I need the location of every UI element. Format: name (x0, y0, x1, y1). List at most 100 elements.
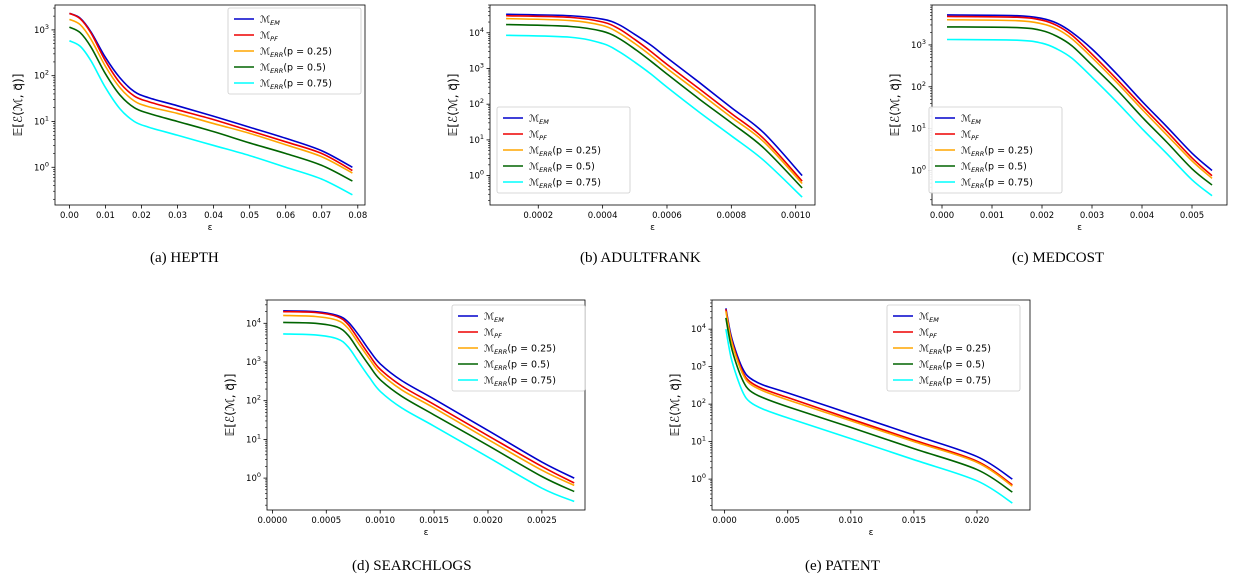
x-tick-label: 0.004 (1130, 211, 1154, 221)
series-line-m-pf (506, 14, 803, 182)
legend-entry: ℳERR(p = 0.5) (961, 162, 1027, 175)
legend-entry: ℳERR(p = 0.25) (484, 344, 556, 357)
series-line-m-err-05 (725, 317, 1013, 493)
chart-panel-searchlogs: 100 101 102 103 104 0.0000 0.0005 0.0010 0.0015 0… (215, 290, 595, 586)
series-line-m-pf (946, 15, 1213, 177)
legend-entry: ℳERR(p = 0.75) (260, 79, 332, 92)
plot-frame (711, 299, 1031, 511)
legend: ℳEM ℳPF ℳERR(p = 0.25) ℳERR(p = 0.5) ℳERR(p … (451, 304, 586, 392)
y-tick-label: 103 (911, 38, 926, 51)
y-tick-label: 101 (911, 122, 926, 135)
legend-entry: ℳERR(p = 0.75) (919, 376, 991, 389)
x-tick-label: 0.06 (276, 211, 295, 221)
x-axis-label: ε (1077, 223, 1082, 233)
x-axis-label: ε (869, 528, 874, 538)
x-tick-label: 0.015 (902, 516, 926, 526)
y-tick-label: 102 (34, 69, 49, 82)
series-line-m-em (725, 308, 1013, 480)
y-tick-label: 104 (246, 316, 261, 329)
chart-svg: 100 101 102 103 104 0.0002 0.0004 0.0006 0.0008 0… (446, 4, 816, 233)
chart-panel-hepth: 100 101 102 103 0.00 0.01 0.02 0.03 0.04 0.05 0.06… (0, 0, 380, 280)
y-tick-label: 103 (691, 360, 706, 373)
y-axis-label: 𝔼[ℰ(ℳ, q⃗)] (11, 74, 25, 137)
plot-frame (54, 4, 366, 206)
y-tick-label: 101 (34, 114, 49, 127)
x-axis-label: ε (650, 223, 655, 233)
x-tick-label: 0.0008 (716, 211, 746, 221)
series-line-m-err-075 (283, 333, 575, 503)
y-tick-label: 100 (911, 164, 926, 177)
legend-entry: ℳEM (260, 15, 280, 28)
legend-entry: ℳERR(p = 0.5) (529, 162, 595, 175)
x-tick-label: 0.010 (839, 516, 863, 526)
x-tick-label: 0.020 (965, 516, 989, 526)
legend: ℳEM ℳPF ℳERR(p = 0.25) ℳERR(p = 0.5) ℳERR(p … (886, 304, 1021, 392)
legend-entry: ℳERR(p = 0.5) (260, 63, 326, 76)
legend-entry: ℳERR(p = 0.75) (529, 178, 601, 191)
legend-entry: ℳERR(p = 0.5) (919, 360, 985, 373)
series-line-m-err-05 (506, 23, 803, 189)
x-tick-label: 0.003 (1080, 211, 1104, 221)
legend-entry: ℳERR(p = 0.25) (919, 344, 991, 357)
y-tick-label: 101 (246, 432, 261, 445)
chart-panel-patent: 100 101 102 103 104 0.000 0.005 0.010 0.015 0.020… (660, 290, 1040, 586)
x-tick-label: 0.01 (96, 211, 115, 221)
series-line-m-err-05 (946, 26, 1213, 186)
legend-entry: ℳEM (529, 114, 549, 127)
legend-box (451, 304, 586, 392)
plot-frame (489, 4, 816, 206)
series-line-m-err-025 (725, 311, 1013, 487)
x-tick-label: 0.0025 (527, 516, 557, 526)
chart-svg: 100 101 102 103 104 0.000 0.005 0.010 0.015 0.020… (668, 299, 1031, 538)
legend-entry: ℳERR(p = 0.25) (260, 47, 332, 60)
y-axis-label: 𝔼[ℰ(ℳ, q⃗)] (446, 74, 460, 137)
legend-entry: ℳPF (961, 130, 979, 143)
x-tick-label: 0.0000 (258, 516, 288, 526)
chart-panel-medcost: 100 101 102 103 0.000 0.001 0.002 0.003 0.004 0.0… (860, 0, 1239, 280)
series-line-m-err-025 (946, 18, 1213, 179)
legend-entry: ℳERR(p = 0.25) (529, 146, 601, 159)
chart-caption: (b) ADULTFRANK (580, 250, 701, 266)
y-tick-label: 104 (691, 322, 706, 335)
y-tick-label: 103 (469, 61, 484, 74)
y-tick-label: 102 (246, 394, 261, 407)
series-line-m-err-05 (283, 321, 575, 493)
legend-entry: ℳEM (919, 312, 939, 325)
chart-caption: (e) PATENT (805, 558, 880, 574)
x-tick-label: 0.000 (712, 516, 736, 526)
chart-panel-adultfrank: 100 101 102 103 104 0.0002 0.0004 0.0006 0.0008 0… (420, 0, 840, 280)
x-tick-label: 0.0002 (523, 211, 553, 221)
series-line-m-err-05 (69, 26, 353, 182)
x-tick-label: 0.0004 (588, 211, 618, 221)
y-axis-label: 𝔼[ℰ(ℳ, q⃗)] (888, 74, 902, 137)
legend-entry: ℳERR(p = 0.5) (484, 360, 550, 373)
chart-caption: (a) HEPTH (150, 250, 219, 266)
x-tick-label: 0.02 (132, 211, 151, 221)
series-line-m-pf (69, 12, 353, 172)
y-tick-label: 103 (34, 23, 49, 36)
x-axis-label: ε (424, 528, 429, 538)
legend-box (227, 7, 362, 95)
series-line-m-err-075 (506, 34, 803, 198)
y-tick-label: 100 (34, 160, 49, 173)
series-line-m-err-025 (506, 17, 803, 185)
x-tick-label: 0.0015 (419, 516, 449, 526)
x-axis-label: ε (208, 223, 213, 233)
y-axis-label: 𝔼[ℰ(ℳ, q⃗)] (223, 374, 237, 437)
series-line-m-err-025 (283, 314, 575, 487)
x-tick-label: 0.05 (240, 211, 259, 221)
legend-box (928, 106, 1063, 194)
legend-entry: ℳERR(p = 0.75) (484, 376, 556, 389)
series-line-m-err-075 (725, 329, 1013, 504)
legend: ℳEM ℳPF ℳERR(p = 0.25) ℳERR(p = 0.5) ℳERR(p … (496, 106, 631, 194)
x-tick-label: 0.0005 (311, 516, 341, 526)
chart-svg: 100 101 102 103 104 0.0000 0.0005 0.0010 0.0015 0… (223, 299, 586, 538)
series-line-m-em (283, 310, 575, 479)
chart-caption: (c) MEDCOST (1012, 250, 1105, 266)
legend-box (496, 106, 631, 194)
x-tick-label: 0.001 (980, 211, 1004, 221)
x-tick-label: 0.08 (348, 211, 367, 221)
y-tick-label: 100 (691, 472, 706, 485)
x-tick-label: 0.0010 (781, 211, 811, 221)
x-tick-label: 0.07 (312, 211, 331, 221)
